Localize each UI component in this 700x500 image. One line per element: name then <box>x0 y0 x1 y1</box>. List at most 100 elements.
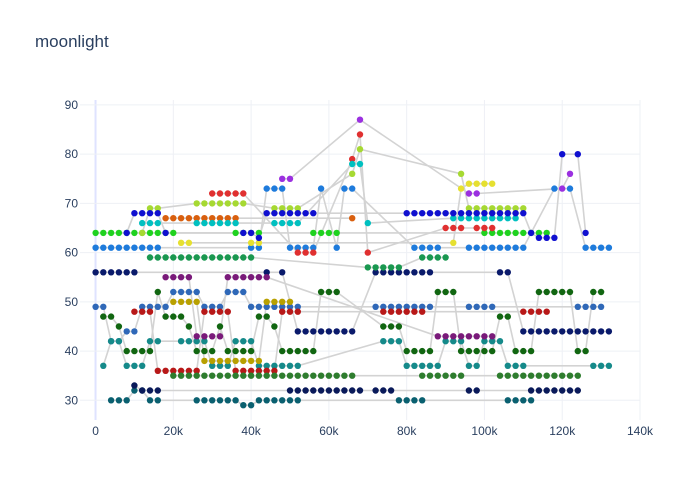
data-point[interactable] <box>139 362 146 369</box>
data-point[interactable] <box>271 323 278 330</box>
data-point[interactable] <box>209 254 216 261</box>
data-point[interactable] <box>232 274 239 281</box>
data-point[interactable] <box>263 303 270 310</box>
data-point[interactable] <box>465 333 473 340</box>
data-point[interactable] <box>286 219 294 227</box>
data-point[interactable] <box>271 367 278 374</box>
data-point[interactable] <box>193 254 200 261</box>
data-point[interactable] <box>535 288 543 296</box>
data-point[interactable] <box>387 264 395 271</box>
data-point[interactable] <box>317 185 325 192</box>
data-point[interactable] <box>496 269 504 276</box>
data-point[interactable] <box>193 200 200 207</box>
data-point[interactable] <box>193 215 200 222</box>
data-point[interactable] <box>271 205 278 212</box>
data-point[interactable] <box>247 357 255 365</box>
data-point[interactable] <box>302 328 309 335</box>
data-point[interactable] <box>224 274 231 281</box>
data-point[interactable] <box>170 367 177 374</box>
data-point[interactable] <box>387 269 395 276</box>
data-point[interactable] <box>139 210 146 217</box>
data-point[interactable] <box>349 160 356 168</box>
data-point[interactable] <box>590 303 597 310</box>
data-point[interactable] <box>185 367 193 374</box>
data-point[interactable] <box>177 288 185 296</box>
data-point[interactable] <box>185 323 193 330</box>
data-point[interactable] <box>496 244 504 251</box>
data-point[interactable] <box>294 205 301 212</box>
data-point[interactable] <box>294 372 301 379</box>
data-point[interactable] <box>139 219 146 227</box>
data-point[interactable] <box>333 372 340 379</box>
data-point[interactable] <box>527 372 535 379</box>
data-point[interactable] <box>247 303 255 310</box>
data-point[interactable] <box>310 387 317 394</box>
data-point[interactable] <box>294 347 301 355</box>
data-point[interactable] <box>535 372 543 379</box>
data-point[interactable] <box>419 254 426 261</box>
data-point[interactable] <box>481 244 488 251</box>
data-point[interactable] <box>209 357 216 365</box>
data-point[interactable] <box>349 155 356 163</box>
data-point[interactable] <box>434 244 441 251</box>
data-point[interactable] <box>146 308 154 315</box>
data-point[interactable] <box>411 210 418 217</box>
data-point[interactable] <box>512 397 519 404</box>
data-point[interactable] <box>232 288 239 296</box>
data-point[interactable] <box>100 362 107 369</box>
data-point[interactable] <box>489 338 496 345</box>
data-point[interactable] <box>240 200 247 207</box>
data-point[interactable] <box>193 372 200 379</box>
data-point[interactable] <box>559 185 566 192</box>
data-point[interactable] <box>605 362 613 369</box>
data-point[interactable] <box>224 219 231 227</box>
data-point[interactable] <box>240 367 247 374</box>
data-point[interactable] <box>201 372 208 379</box>
data-point[interactable] <box>302 387 309 394</box>
data-point[interactable] <box>247 244 255 251</box>
data-point[interactable] <box>263 185 270 192</box>
data-point[interactable] <box>434 254 441 261</box>
data-point[interactable] <box>489 244 496 251</box>
data-point[interactable] <box>419 372 426 379</box>
data-point[interactable] <box>473 362 480 369</box>
data-point[interactable] <box>310 347 317 355</box>
data-point[interactable] <box>247 338 255 345</box>
data-point[interactable] <box>419 362 426 369</box>
data-point[interactable] <box>162 313 169 320</box>
data-point[interactable] <box>216 357 224 365</box>
data-point[interactable] <box>512 210 519 217</box>
data-point[interactable] <box>597 328 605 335</box>
data-point[interactable] <box>92 244 99 251</box>
data-point[interactable] <box>170 229 177 237</box>
data-point[interactable] <box>582 347 589 355</box>
data-point[interactable] <box>527 308 535 315</box>
data-point[interactable] <box>380 308 387 315</box>
data-point[interactable] <box>372 303 379 310</box>
data-point[interactable] <box>465 215 473 222</box>
data-point[interactable] <box>240 254 247 261</box>
data-point[interactable] <box>442 338 449 345</box>
data-point[interactable] <box>380 323 387 330</box>
data-point[interactable] <box>473 333 480 340</box>
data-point[interactable] <box>333 328 340 335</box>
data-point[interactable] <box>481 205 488 212</box>
data-point[interactable] <box>496 210 504 217</box>
data-point[interactable] <box>356 160 364 168</box>
data-point[interactable] <box>286 303 294 310</box>
data-point[interactable] <box>597 288 605 296</box>
data-point[interactable] <box>496 215 504 222</box>
data-point[interactable] <box>496 205 504 212</box>
data-point[interactable] <box>154 397 161 404</box>
data-point[interactable] <box>481 333 488 340</box>
data-point[interactable] <box>294 328 301 335</box>
data-point[interactable] <box>333 288 340 296</box>
data-point[interactable] <box>465 210 473 217</box>
data-point[interactable] <box>154 205 161 212</box>
data-point[interactable] <box>551 234 558 241</box>
data-point[interactable] <box>317 328 325 335</box>
data-point[interactable] <box>107 244 115 251</box>
data-point[interactable] <box>465 362 473 369</box>
data-point[interactable] <box>185 274 193 281</box>
data-point[interactable] <box>201 303 208 310</box>
